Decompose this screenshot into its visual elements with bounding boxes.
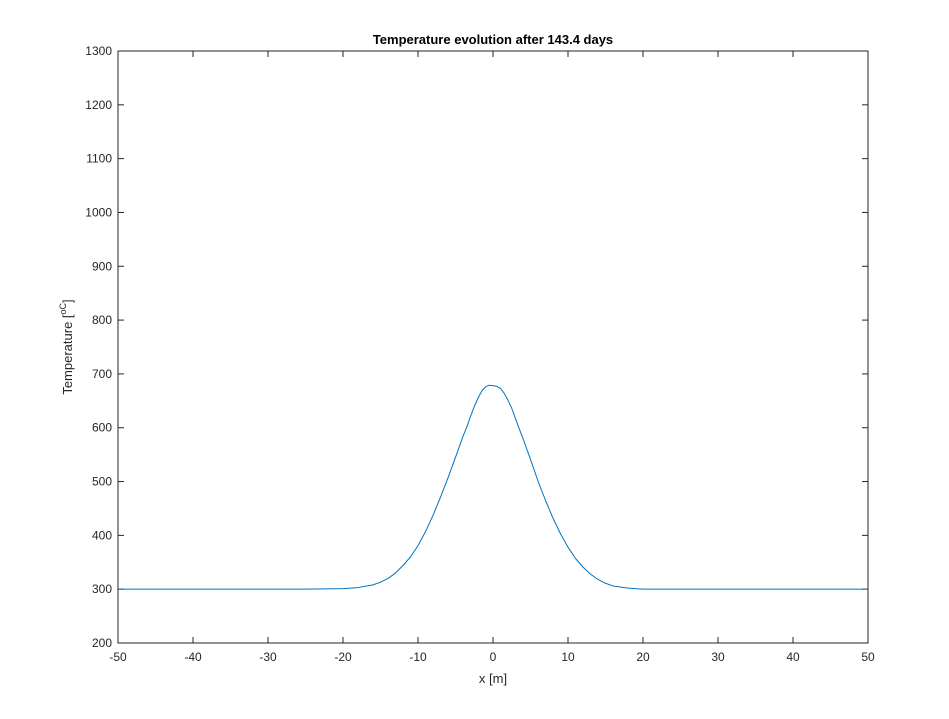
x-tick-label: -10 bbox=[409, 650, 427, 664]
x-tick-label: 40 bbox=[786, 650, 800, 664]
y-tick-label: 1300 bbox=[85, 44, 112, 58]
x-tick-label: -30 bbox=[259, 650, 277, 664]
chart-title: Temperature evolution after 143.4 days bbox=[373, 32, 613, 47]
y-axis-label: Temperature [oC] bbox=[58, 299, 75, 394]
x-tick-label: -50 bbox=[109, 650, 127, 664]
y-tick-label: 600 bbox=[92, 421, 112, 435]
x-tick-label: 50 bbox=[861, 650, 875, 664]
x-tick-label: 20 bbox=[636, 650, 650, 664]
y-axis-label-main: Temperature [ bbox=[60, 314, 75, 395]
y-tick-label: 300 bbox=[92, 582, 112, 596]
plot-area bbox=[118, 51, 868, 643]
y-tick-label: 1200 bbox=[85, 98, 112, 112]
x-axis-label: x [m] bbox=[479, 671, 507, 686]
y-tick-label: 700 bbox=[92, 367, 112, 381]
y-axis-label-unit: oC bbox=[58, 302, 68, 314]
x-tick-label: 10 bbox=[561, 650, 575, 664]
y-axis-label-close: ] bbox=[60, 299, 75, 303]
x-tick-label: -40 bbox=[184, 650, 202, 664]
y-tick-label: 800 bbox=[92, 313, 112, 327]
y-tick-label: 900 bbox=[92, 259, 112, 273]
y-tick-label: 1000 bbox=[85, 205, 112, 219]
x-tick-label: 30 bbox=[711, 650, 725, 664]
y-tick-label: 500 bbox=[92, 475, 112, 489]
x-tick-label: 0 bbox=[490, 650, 497, 664]
y-tick-label: 1100 bbox=[86, 152, 112, 166]
y-tick-label: 200 bbox=[92, 636, 112, 650]
y-tick-label: 400 bbox=[92, 528, 112, 542]
x-tick-label: -20 bbox=[334, 650, 352, 664]
